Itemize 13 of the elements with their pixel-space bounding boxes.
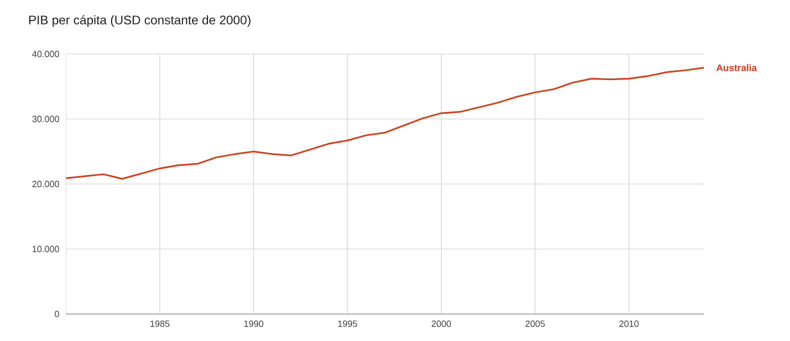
series-label: Australia (716, 64, 757, 72)
y-tick-label: 0 (54, 310, 60, 318)
y-tick-label: 40.000 (32, 50, 60, 58)
x-tick-label: 2005 (526, 320, 545, 327)
x-tick-label: 1995 (338, 320, 358, 327)
x-tick-label: 1990 (244, 320, 264, 327)
x-tick-label: 2010 (619, 320, 639, 327)
y-tick-label: 30.000 (32, 116, 60, 122)
y-tick-label: 10.000 (32, 246, 60, 252)
y-tick-label: 20.000 (32, 180, 60, 188)
x-tick-label: 1985 (150, 320, 170, 327)
x-tick-label: 2000 (432, 320, 451, 327)
chart-title: PIB per cápita (USD constante de 2000) (29, 15, 250, 27)
